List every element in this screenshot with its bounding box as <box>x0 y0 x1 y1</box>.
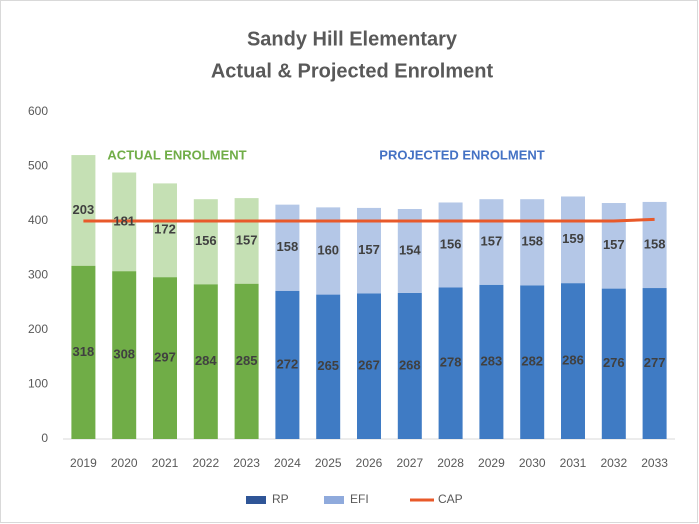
bar-segment <box>479 199 504 285</box>
value-label: 160 <box>317 242 339 257</box>
bar-segment <box>520 199 545 286</box>
value-label: 272 <box>277 356 299 371</box>
bar-segment <box>71 265 96 439</box>
value-label: 203 <box>73 202 95 217</box>
bar-segment <box>438 287 463 439</box>
x-tick-label: 2020 <box>111 456 138 470</box>
value-label: 156 <box>440 236 462 251</box>
bar-segment <box>234 283 259 439</box>
bar-segment <box>561 283 585 439</box>
bar-segment <box>561 196 585 284</box>
value-label: 284 <box>195 353 217 368</box>
bar-segment <box>520 285 545 439</box>
bar-segment <box>642 288 667 439</box>
value-label: 154 <box>399 242 421 257</box>
x-tick-label: 2033 <box>641 456 668 470</box>
value-label: 277 <box>644 355 666 370</box>
bar-segment <box>112 271 137 439</box>
value-label: 158 <box>277 239 299 254</box>
value-label: 268 <box>399 357 421 372</box>
value-label: 156 <box>195 233 217 248</box>
x-tick-label: 2022 <box>192 456 219 470</box>
bar-segment <box>601 203 626 289</box>
bar-segment <box>193 199 218 285</box>
value-label: 157 <box>236 232 258 247</box>
value-label: 157 <box>358 242 380 257</box>
bar-segment <box>153 277 177 439</box>
bar-segment <box>601 288 626 439</box>
chart-title: Sandy Hill Elementary <box>247 28 458 50</box>
value-label: 285 <box>236 353 258 368</box>
legend-swatch <box>246 496 266 504</box>
value-label: 172 <box>154 222 176 237</box>
bar-segment <box>234 198 259 284</box>
bar-segment <box>193 284 218 439</box>
value-label: 158 <box>521 234 543 249</box>
y-tick-label: 400 <box>28 213 48 227</box>
x-tick-label: 2030 <box>519 456 546 470</box>
value-label: 318 <box>73 344 95 359</box>
y-tick-label: 100 <box>28 377 48 391</box>
x-tick-label: 2024 <box>274 456 301 470</box>
value-label: 158 <box>644 236 666 251</box>
bar-segment <box>357 293 381 439</box>
value-label: 276 <box>603 355 625 370</box>
value-label: 159 <box>562 231 584 246</box>
bar-segment <box>71 155 96 266</box>
legend-label: EFI <box>350 492 369 506</box>
y-tick-label: 0 <box>41 431 48 445</box>
y-tick-label: 500 <box>28 159 48 173</box>
x-tick-label: 2031 <box>560 456 587 470</box>
annotation: PROJECTED ENROLMENT <box>379 147 544 162</box>
value-label: 278 <box>440 355 462 370</box>
value-label: 283 <box>481 353 503 368</box>
bar-segment <box>275 290 300 439</box>
value-label: 297 <box>154 350 176 365</box>
x-tick-label: 2026 <box>356 456 383 470</box>
value-label: 286 <box>562 353 584 368</box>
x-tick-label: 2028 <box>437 456 464 470</box>
x-tick-label: 2023 <box>233 456 260 470</box>
bar-segment <box>153 183 177 278</box>
cap-line <box>83 217 655 223</box>
x-tick-label: 2019 <box>70 456 97 470</box>
bar-segment <box>479 284 504 439</box>
x-tick-label: 2025 <box>315 456 342 470</box>
y-tick-label: 600 <box>28 104 48 118</box>
value-label: 181 <box>113 213 135 228</box>
x-tick-label: 2027 <box>396 456 423 470</box>
x-tick-label: 2032 <box>600 456 627 470</box>
bar-segment <box>397 292 422 439</box>
chart-subtitle: Actual & Projected Enrolment <box>211 60 494 82</box>
value-label: 265 <box>317 358 339 373</box>
y-tick-label: 300 <box>28 268 48 282</box>
x-tick-label: 2029 <box>478 456 505 470</box>
x-tick-label: 2021 <box>152 456 179 470</box>
bar-segment <box>642 201 667 289</box>
y-tick-label: 200 <box>28 322 48 336</box>
value-label: 157 <box>481 233 503 248</box>
legend-label: RP <box>272 492 289 506</box>
bar-segment <box>316 294 341 439</box>
value-label: 157 <box>603 237 625 252</box>
value-label: 308 <box>113 347 135 362</box>
value-label: 267 <box>358 358 380 373</box>
bar-segment <box>275 204 300 291</box>
bar-segment <box>438 202 463 288</box>
legend-swatch <box>324 496 344 504</box>
legend-label: CAP <box>438 492 463 506</box>
value-label: 282 <box>521 354 543 369</box>
annotation: ACTUAL ENROLMENT <box>107 147 246 162</box>
bar-segment <box>397 209 422 293</box>
